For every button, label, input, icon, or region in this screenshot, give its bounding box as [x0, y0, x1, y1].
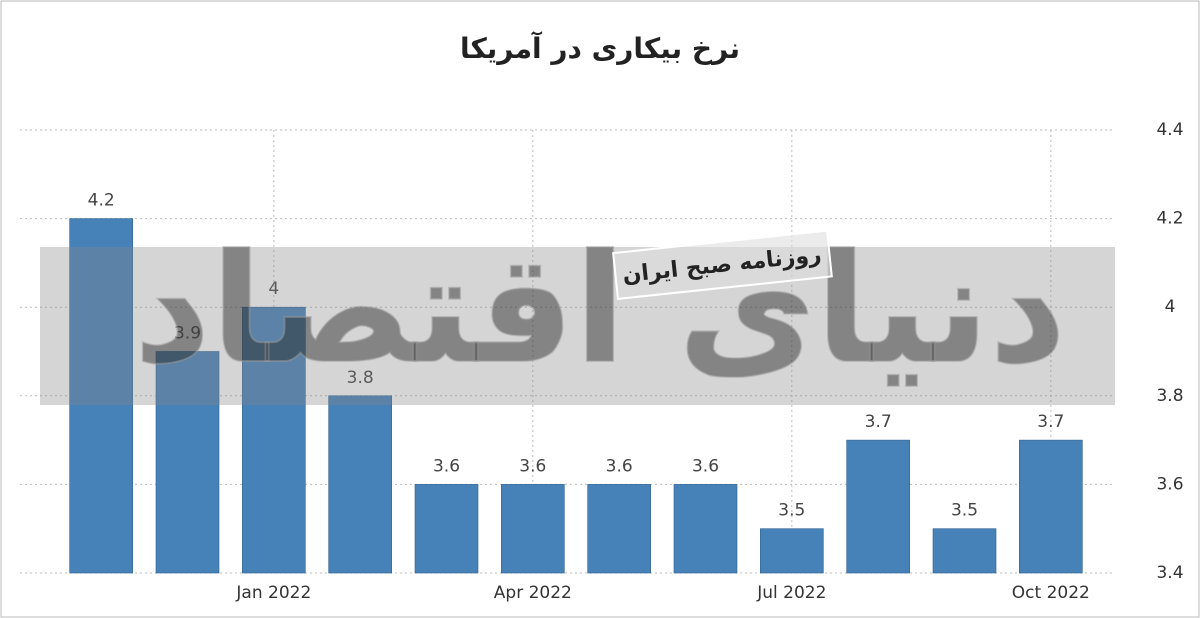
x-tick-label: Oct 2022 — [1012, 583, 1090, 603]
bar — [846, 439, 910, 574]
watermark-band — [40, 247, 1115, 405]
value-label: 4 — [268, 279, 279, 299]
value-label: 4.2 — [88, 191, 115, 211]
bar — [414, 484, 479, 574]
value-label: 3.8 — [347, 368, 374, 388]
y-tick-label: 4 — [1165, 297, 1176, 317]
bar — [932, 528, 997, 574]
y-tick-label: 4.2 — [1156, 209, 1183, 229]
chart-title: نرخ بیکاری در آمریکا — [460, 31, 740, 65]
bar — [501, 484, 565, 574]
y-tick-label: 4.4 — [1156, 120, 1183, 140]
value-label: 3.5 — [778, 501, 805, 521]
y-tick-label: 3.6 — [1156, 474, 1183, 494]
watermark-badge: روزنامه صبح ایران — [612, 229, 833, 300]
bar — [673, 484, 738, 574]
value-label: 3.6 — [519, 456, 546, 476]
value-label: 3.9 — [174, 324, 201, 344]
bar — [242, 306, 306, 574]
value-label: 3.6 — [606, 456, 633, 476]
bar — [587, 484, 651, 574]
y-tick-label: 3.8 — [1156, 386, 1183, 406]
x-tick-label: Jul 2022 — [756, 583, 826, 603]
value-label: 3.6 — [433, 456, 460, 476]
y-tick-label: 3.4 — [1156, 563, 1183, 583]
value-label: 3.5 — [951, 501, 978, 521]
value-label: 3.6 — [692, 456, 719, 476]
badge-box — [612, 229, 833, 300]
watermark: دنیای اقتصاد — [134, 223, 1067, 397]
x-tick-label: Jan 2022 — [235, 583, 311, 603]
value-label: 3.7 — [1037, 412, 1064, 432]
bar — [328, 395, 392, 574]
bar — [155, 351, 220, 574]
bar — [760, 528, 824, 574]
value-label: 3.7 — [865, 412, 892, 432]
bar — [1019, 439, 1083, 574]
bar — [69, 218, 133, 574]
x-tick-label: Apr 2022 — [494, 583, 572, 603]
